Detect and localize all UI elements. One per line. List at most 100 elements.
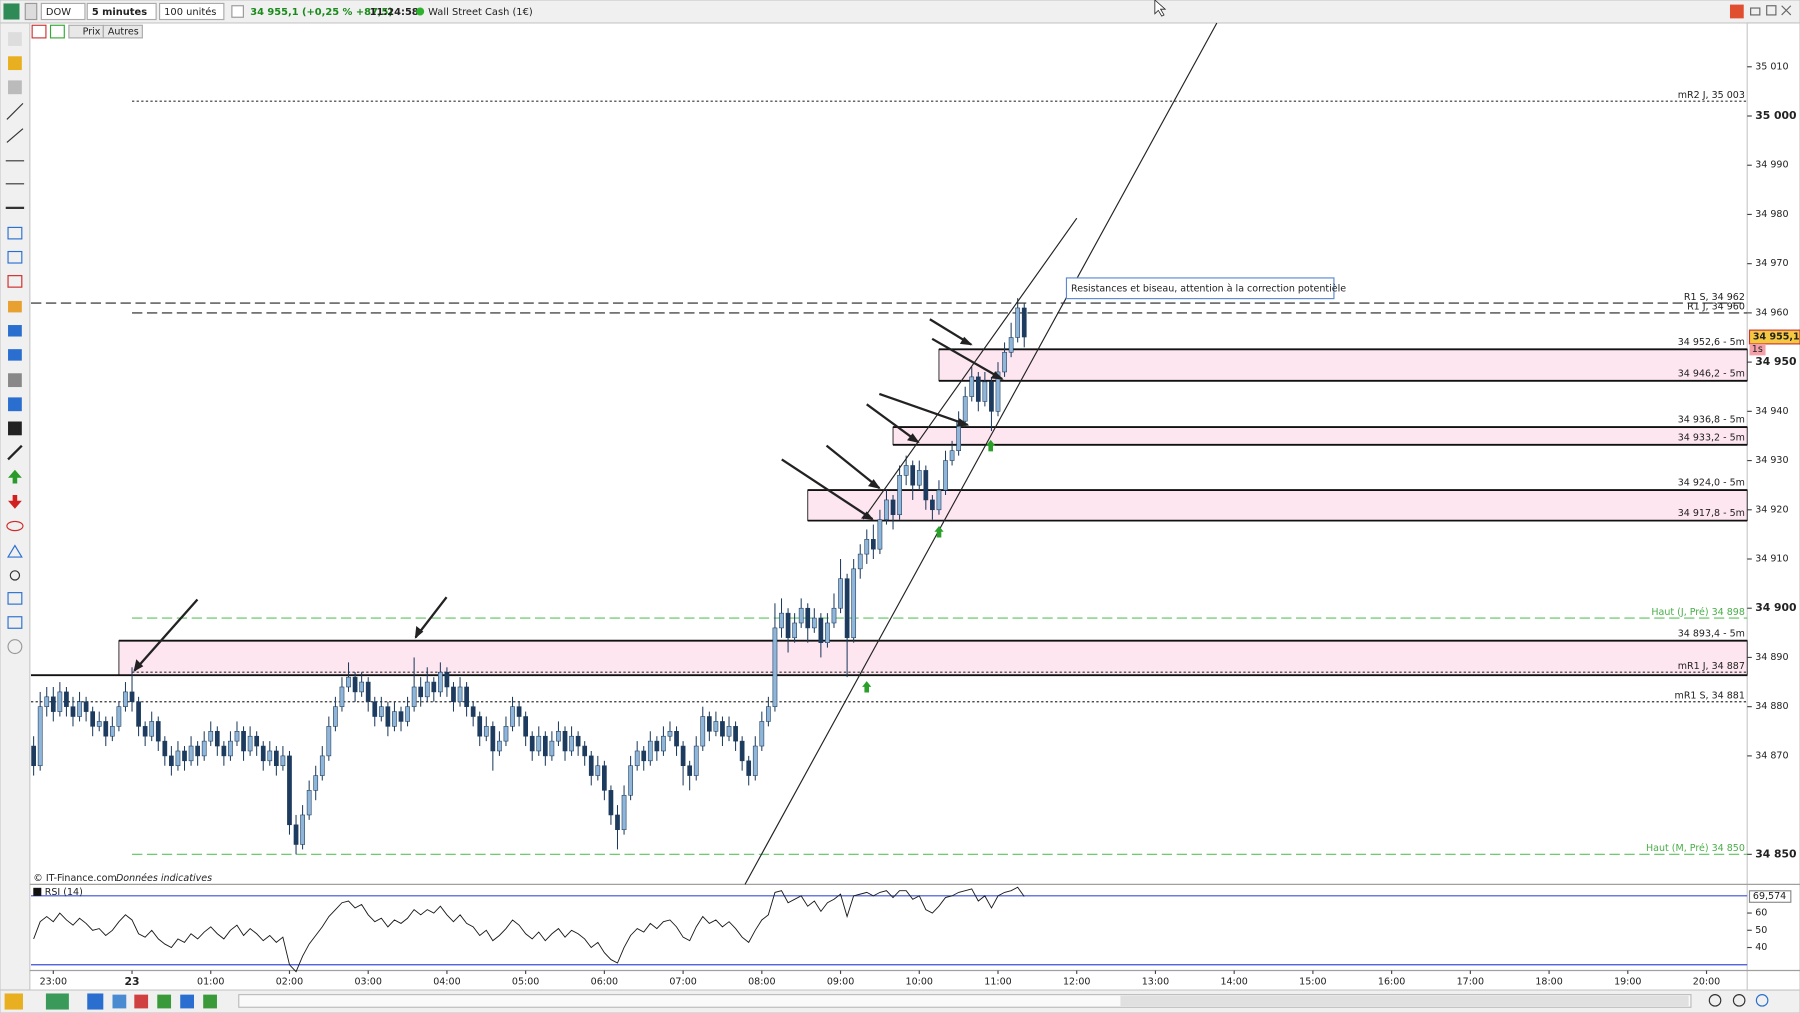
trend-line xyxy=(744,22,1218,885)
window-button[interactable] xyxy=(1750,7,1761,16)
candle-body xyxy=(516,706,522,717)
info-button[interactable] xyxy=(231,5,244,18)
zone-label: 34 936,8 - 5m xyxy=(1678,415,1745,426)
tool[interactable] xyxy=(203,994,217,1009)
candle-body xyxy=(451,686,456,703)
button[interactable] xyxy=(24,2,38,21)
candle-body xyxy=(365,681,371,703)
window-button[interactable] xyxy=(1766,5,1777,16)
candle-body xyxy=(398,711,404,722)
tool[interactable] xyxy=(45,993,69,1010)
candle-body xyxy=(890,499,896,515)
candle-body xyxy=(1008,337,1014,353)
candle-body xyxy=(628,765,633,796)
tool[interactable] xyxy=(4,993,23,1010)
tool[interactable] xyxy=(9,570,21,581)
zoom[interactable] xyxy=(1732,994,1746,1007)
tool[interactable] xyxy=(7,616,23,629)
rsi-tick-label: 60 xyxy=(1755,908,1767,919)
y-tick-label: 34 960 xyxy=(1755,307,1788,318)
tool[interactable] xyxy=(8,421,22,436)
tool[interactable] xyxy=(8,397,22,412)
candle-body xyxy=(562,730,568,752)
period: 5 minutes xyxy=(92,7,147,18)
candle-body xyxy=(346,676,351,688)
x-tick-label: 04:00 xyxy=(433,976,460,987)
zoom-button[interactable] xyxy=(49,24,65,39)
candle-body xyxy=(392,711,397,727)
arrow-head xyxy=(867,479,881,490)
zoom-button[interactable] xyxy=(31,24,47,39)
tool[interactable] xyxy=(7,592,23,605)
tool[interactable] xyxy=(7,444,23,461)
candle-body xyxy=(116,706,122,727)
app-icon[interactable] xyxy=(3,3,20,20)
tool[interactable] xyxy=(157,994,172,1009)
arrow xyxy=(781,458,874,521)
zoom[interactable] xyxy=(1755,994,1769,1007)
y-tick-label: 34 920 xyxy=(1755,504,1788,515)
tool[interactable] xyxy=(7,250,23,264)
symbol-select[interactable] xyxy=(40,2,86,21)
tool[interactable] xyxy=(8,373,22,388)
candle-body xyxy=(1021,307,1027,338)
tool[interactable] xyxy=(134,994,149,1009)
period-select[interactable] xyxy=(86,2,157,21)
tool[interactable] xyxy=(8,56,22,71)
candle-body xyxy=(372,701,378,717)
candle-body xyxy=(674,730,679,747)
tool[interactable] xyxy=(8,325,22,337)
candle-body xyxy=(949,450,955,461)
candle-body xyxy=(247,735,253,752)
tool[interactable] xyxy=(7,226,23,240)
x-tick-label: 14:00 xyxy=(1220,976,1247,987)
tool[interactable] xyxy=(112,994,127,1009)
tool[interactable] xyxy=(6,520,24,532)
tool[interactable] xyxy=(8,300,22,313)
arrow-head xyxy=(907,433,920,444)
tool[interactable] xyxy=(8,80,22,95)
candle-body xyxy=(201,740,207,757)
tool[interactable] xyxy=(7,544,23,558)
candle-body xyxy=(162,740,168,757)
candle-body xyxy=(995,371,1001,412)
candle-body xyxy=(785,612,791,639)
tool[interactable] xyxy=(8,469,22,484)
arrow-head xyxy=(956,418,970,427)
candle-body xyxy=(903,465,909,476)
candle-body xyxy=(575,735,581,747)
x-tick-label: 05:00 xyxy=(512,976,539,987)
plot-area: 34 952,6 - 5m 34 946,2 - 5m 34 936,8 - 5m 3… xyxy=(30,61,1800,988)
candle-body xyxy=(792,622,797,639)
candle-body xyxy=(319,755,325,776)
arrow xyxy=(133,598,199,672)
units-select[interactable] xyxy=(158,2,225,21)
candle-body xyxy=(569,735,574,752)
tool[interactable] xyxy=(180,994,195,1009)
candle-body xyxy=(129,691,135,703)
candle-body xyxy=(779,612,784,629)
candle-body xyxy=(680,745,686,767)
tool[interactable] xyxy=(6,128,24,143)
close-button[interactable] xyxy=(1781,5,1792,16)
candle-body xyxy=(930,499,935,511)
candle-body xyxy=(805,607,811,629)
tool[interactable] xyxy=(7,275,23,288)
candle-body xyxy=(37,706,43,767)
scroll-thumb[interactable] xyxy=(1120,995,1689,1007)
tool[interactable] xyxy=(8,32,22,46)
zoom[interactable] xyxy=(1708,994,1722,1007)
tab[interactable] xyxy=(102,24,143,39)
tool[interactable] xyxy=(87,993,104,1010)
clock: 11:24:58 xyxy=(370,7,419,18)
y-tick-label: 34 980 xyxy=(1755,209,1788,220)
buy-signal xyxy=(862,681,872,693)
refresh-icon[interactable] xyxy=(1729,4,1744,19)
tool[interactable] xyxy=(8,495,22,509)
tool[interactable] xyxy=(6,102,24,120)
tool[interactable] xyxy=(8,349,22,361)
candle-body xyxy=(234,730,240,742)
y-tick-label: 34 990 xyxy=(1755,160,1788,171)
tool[interactable] xyxy=(7,639,23,655)
